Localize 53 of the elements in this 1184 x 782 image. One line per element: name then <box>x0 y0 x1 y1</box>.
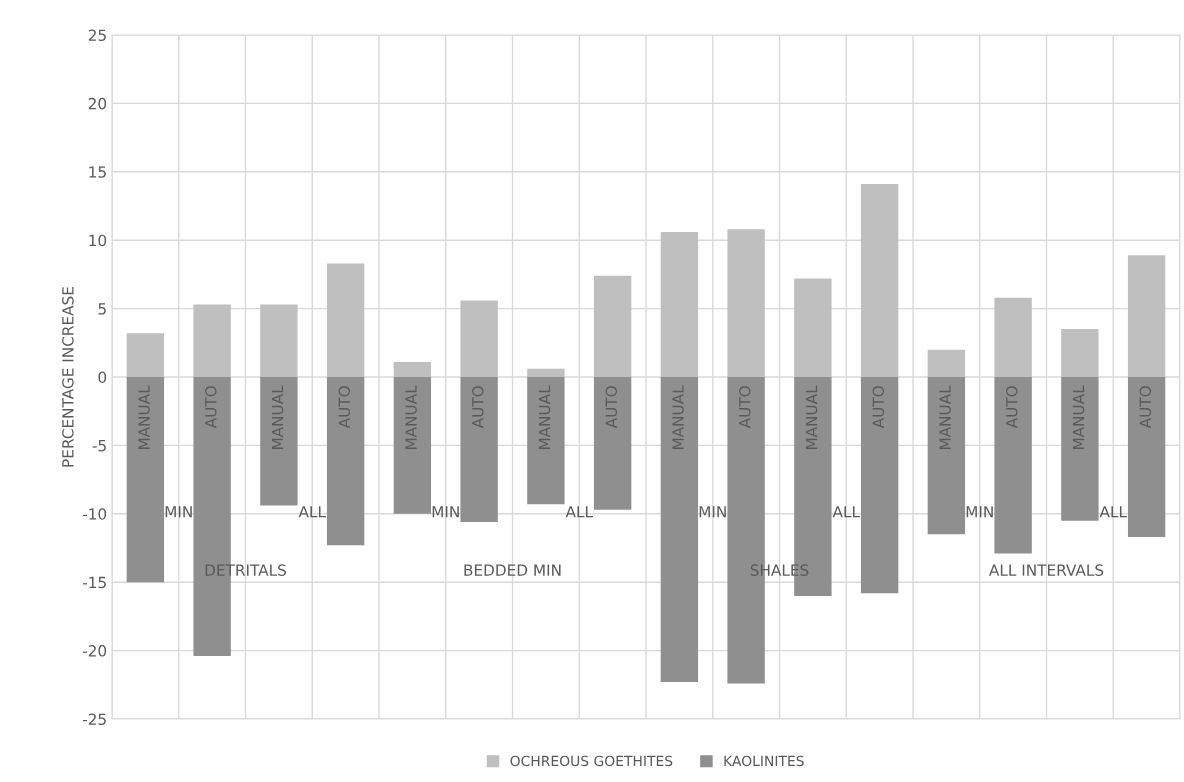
bar <box>326 263 365 377</box>
y-tick-label: 5 <box>98 303 106 315</box>
annotation: MIN <box>966 506 993 518</box>
bar <box>927 349 966 377</box>
annotation: MIN <box>699 506 726 518</box>
bar <box>527 368 565 377</box>
annotation: ALL <box>1099 506 1127 518</box>
y-tick-label: -5 <box>92 440 106 452</box>
bar <box>1061 377 1099 521</box>
bar <box>860 184 899 377</box>
bar <box>927 377 966 535</box>
y-tick-label: 20 <box>88 97 107 110</box>
bar <box>326 377 365 546</box>
bar <box>126 377 165 583</box>
bar <box>260 377 298 506</box>
bar <box>994 297 1032 377</box>
y-tick-label: 0 <box>98 371 107 384</box>
bar <box>860 377 899 594</box>
y-tick-label: 10 <box>89 234 107 247</box>
bar <box>593 377 632 510</box>
y-tick-label: -20 <box>82 645 107 657</box>
annotation: ALL <box>298 506 326 518</box>
bar <box>393 377 432 514</box>
annotation: ALL <box>832 506 860 518</box>
bar <box>193 304 231 377</box>
bar <box>260 304 298 377</box>
legend-label: OCHREOUS GOETHITES <box>510 755 673 767</box>
bar <box>460 377 498 523</box>
bar <box>660 231 699 377</box>
bar <box>660 377 699 683</box>
bar <box>460 300 498 377</box>
annotation: BEDDED MIN <box>464 564 561 576</box>
y-axis-title: PERCENTAGE INCREASE <box>62 287 74 467</box>
bar <box>1061 329 1099 377</box>
bar <box>727 229 765 377</box>
bar <box>994 377 1032 554</box>
bar <box>1127 377 1166 538</box>
bar <box>126 333 165 377</box>
bar <box>593 275 632 377</box>
bar <box>1127 255 1166 377</box>
legend-label: KAOLINITES <box>724 755 804 767</box>
bar <box>794 278 832 377</box>
y-tick-label: -10 <box>82 508 107 520</box>
y-tick-label: 15 <box>89 166 106 178</box>
bar <box>527 377 565 505</box>
annotation: ALL <box>565 506 593 518</box>
annotation: MIN <box>165 506 192 518</box>
y-tick-label: -15 <box>82 576 106 589</box>
y-tick-label: 25 <box>88 29 106 42</box>
y-tick-label: -25 <box>82 713 106 726</box>
annotation: MIN <box>432 506 459 518</box>
annotation: ALL INTERVALS <box>989 564 1104 576</box>
bar <box>393 361 432 377</box>
